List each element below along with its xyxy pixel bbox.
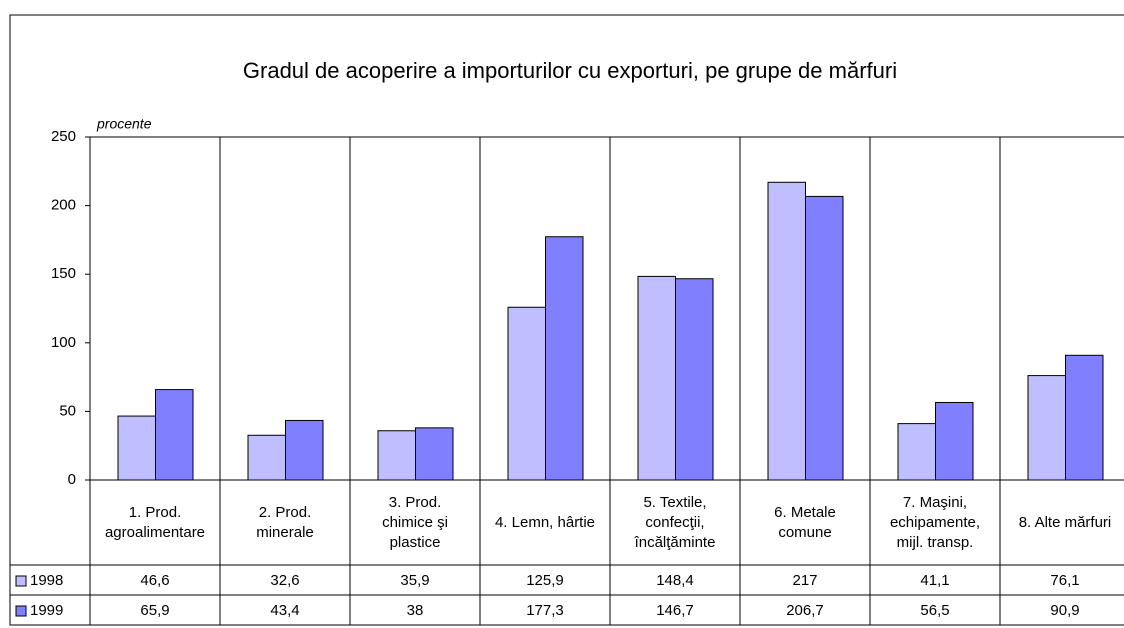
y-tick-label: 50	[59, 402, 76, 419]
bar	[285, 419, 324, 481]
x-tick-label: 7. Maşini, echipamente, mijl. transp.	[870, 482, 1000, 564]
bar	[155, 389, 194, 481]
table-value: 56,5	[920, 602, 949, 619]
x-tick-text: 2. Prod. minerale	[256, 504, 314, 541]
table-value: 46,6	[140, 572, 169, 589]
legend-label: 1998	[30, 572, 63, 589]
table-value: 38	[407, 602, 424, 619]
y-tick-label: 200	[51, 197, 76, 214]
table-value: 76,1	[1050, 572, 1079, 589]
table-value: 32,6	[270, 572, 299, 589]
bar	[117, 415, 156, 481]
x-tick-text: 5. Textile, confecţii, încălţăminte	[634, 494, 716, 551]
x-tick-text: 7. Maşini, echipamente, mijl. transp.	[889, 494, 981, 551]
bar	[935, 401, 974, 481]
y-tick-label: 150	[51, 265, 76, 282]
bar	[377, 430, 416, 481]
x-tick-text: 6. Metale comune	[774, 504, 836, 541]
y-tick-label: 100	[51, 334, 76, 351]
x-tick-label: 6. Metale comune	[740, 482, 870, 564]
table-value: 41,1	[920, 572, 949, 589]
bar	[247, 434, 286, 481]
bar	[805, 195, 844, 481]
table-value: 43,4	[270, 602, 299, 619]
legend-swatch	[15, 605, 27, 617]
x-tick-text: 3. Prod. chimice şi plastice	[382, 494, 448, 551]
table-value: 65,9	[140, 602, 169, 619]
table-value: 146,7	[656, 602, 694, 619]
legend-swatch	[15, 575, 27, 587]
y-tick-label: 250	[51, 128, 76, 145]
bar	[1027, 375, 1066, 481]
table-value: 125,9	[526, 572, 564, 589]
bar	[897, 423, 936, 481]
bar	[507, 306, 546, 481]
x-tick-label: 2. Prod. minerale	[220, 482, 350, 564]
x-tick-text: 1. Prod. agroalimentare	[104, 504, 206, 541]
legend-label: 1999	[30, 602, 63, 619]
y-tick-label: 0	[68, 471, 76, 488]
x-tick-label: 4. Lemn, hârtie	[480, 482, 610, 564]
bar	[1065, 354, 1104, 481]
bar	[545, 236, 584, 481]
chart-title: Gradul de acoperire a importurilor cu ex…	[243, 58, 897, 83]
table-value: 35,9	[400, 572, 429, 589]
y-axis-label: procente	[96, 116, 152, 132]
table-value: 90,9	[1050, 602, 1079, 619]
x-tick-text: 4. Lemn, hârtie	[494, 514, 596, 531]
x-tick-label: 5. Textile, confecţii, încălţăminte	[610, 482, 740, 564]
bar	[767, 181, 806, 481]
x-tick-label: 3. Prod. chimice şi plastice	[350, 482, 480, 564]
x-tick-label: 8. Alte mărfuri	[1000, 482, 1124, 564]
bar	[637, 275, 676, 481]
table-value: 206,7	[786, 602, 824, 619]
bar	[415, 427, 454, 481]
table-value: 148,4	[656, 572, 694, 589]
x-tick-text: 8. Alte mărfuri	[1018, 514, 1112, 531]
table-value: 177,3	[526, 602, 564, 619]
bar	[675, 278, 714, 481]
x-tick-label: 1. Prod. agroalimentare	[90, 482, 220, 564]
table-value: 217	[792, 572, 817, 589]
